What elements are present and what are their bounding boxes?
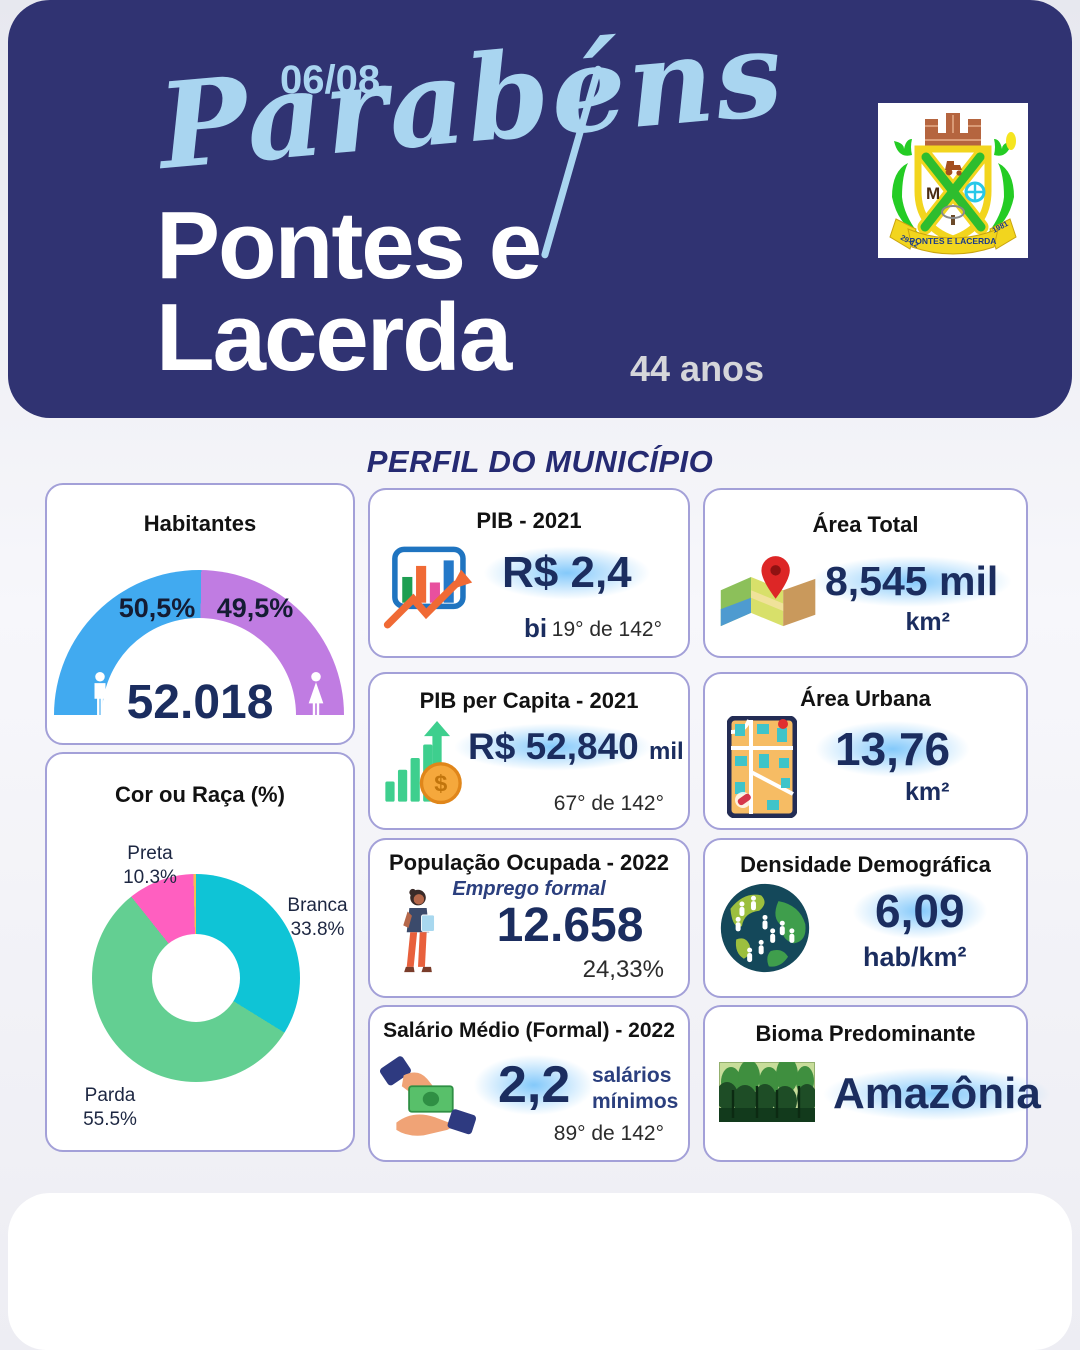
card-cor-ou-raca: Cor ou Raça (%) Preta 10.3% Branca 33.8%… [45, 752, 355, 1152]
area-urbana-value: 13,76 [794, 710, 991, 788]
section-title: PERFIL DO MUNICÍPIO [366, 444, 714, 479]
globe-people-icon [717, 880, 813, 981]
card-bioma: Bioma Predominante Amazônia [703, 1005, 1080, 1162]
area-urbana-title: Área Urbana [800, 686, 931, 711]
cor-raca-title: Cor ou Raça (%) [115, 782, 285, 807]
card-densidade: Densidade Demográfica 6,09 hab/km² [703, 838, 1028, 998]
city-name-line1: Pontes e [156, 192, 542, 299]
population-gender-gauge [54, 570, 344, 716]
branca-value: 33.8% [290, 918, 345, 940]
card-habitantes: Habitantes 50,5% 49,5% 52.018 [45, 483, 355, 745]
male-icon [89, 670, 111, 727]
pib-per-capita-value: R$ 52,840 [428, 714, 679, 780]
parda-value: 55.5% [83, 1108, 137, 1130]
race-donut-chart [92, 874, 300, 1082]
city-name-line2: Lacerda [156, 284, 512, 391]
label-preta: Preta 10.3% [105, 842, 195, 890]
municipal-coat-of-arms: M PONTES E LACERDA 29-12 1981 [878, 103, 1028, 258]
pop-ocupada-pct: 24,33% [582, 956, 664, 983]
bioma-title: Bioma Predominante [755, 1021, 976, 1046]
densidade-value-row: 6,09 [835, 872, 1004, 950]
pib-title: PIB - 2021 [476, 508, 582, 533]
pop-ocupada-value: 12.658 [496, 899, 644, 952]
area-urbana-value-row: 13,76 [794, 710, 991, 788]
card-pib: PIB - 2021 R$ 2,4 bi 19° de 142° [368, 488, 690, 658]
female-icon [305, 670, 327, 727]
footer-panel: SEPLAG Secretaria de Estado de Planejame… [8, 1193, 1072, 1350]
pib-rank: 19° de 142° [551, 618, 662, 641]
pop-ocupada-title: População Ocupada - 2022 [389, 850, 669, 875]
area-total-title: Área Total [812, 512, 919, 537]
bioma-value: Amazônia [793, 1057, 1080, 1131]
bioma-value-row: Amazônia [793, 1057, 1080, 1131]
preta-name: Preta [127, 843, 173, 864]
salario-value: 2,2 [457, 1043, 611, 1127]
anniversary-date: 06/08 [280, 58, 381, 102]
preta-value: 10.3% [123, 866, 177, 888]
card-pib-per-capita: PIB per Capita - 2021 $ R$ 52,840 mil 67… [368, 672, 690, 830]
pop-ocupada-subtitle: Emprego formal [452, 878, 606, 900]
salario-unit-line1: salários [592, 1064, 672, 1087]
pib-per-capita-title: PIB per Capita - 2021 [419, 688, 639, 713]
branca-name: Branca [287, 895, 348, 916]
habitantes-title: Habitantes [143, 511, 257, 536]
crest-ribbon-text: PONTES E LACERDA [910, 236, 997, 246]
parda-name: Parda [84, 1085, 136, 1106]
city-map-icon [726, 715, 798, 823]
pib-value: R$ 2,4 [462, 536, 672, 610]
female-percentage: 49,5% [216, 593, 294, 623]
coat-of-arms-icon: M PONTES E LACERDA 29-12 1981 [889, 113, 1017, 255]
area-total-value: 8,545 mil [784, 546, 1039, 617]
male-percentage: 50,5% [118, 593, 196, 623]
svg-text:M: M [926, 184, 940, 203]
card-populacao-ocupada: População Ocupada - 2022 Emprego formal … [368, 838, 690, 998]
area-total-value-row: 8,545 mil [784, 546, 1039, 617]
card-salario-medio: Salário Médio (Formal) - 2022 2,2 salári… [368, 1005, 690, 1162]
pib-unit: bi [524, 613, 548, 643]
total-population: 52.018 [126, 676, 274, 729]
card-area-urbana: Área Urbana 13,76 km² [703, 672, 1028, 830]
city-age: 44 anos [630, 348, 765, 389]
salario-value-row: 2,2 [457, 1043, 611, 1127]
label-parda: Parda 55.5% [75, 1084, 145, 1132]
salario-title: Salário Médio (Formal) - 2022 [383, 1019, 675, 1042]
bar-chart-growth-icon [382, 542, 474, 639]
pib-value-row: R$ 2,4 bi [462, 536, 688, 648]
pib-per-capita-rank: 67° de 142° [553, 792, 664, 815]
pib-per-capita-value-row: R$ 52,840 mil [428, 714, 684, 780]
card-area-total: Área Total 8,545 mil km² [703, 488, 1039, 658]
greeting-script-text: Parabéns [153, 2, 790, 197]
salario-unit-line2: mínimos [592, 1090, 679, 1114]
densidade-value: 6,09 [835, 872, 1004, 950]
salario-rank: 89° de 142° [553, 1122, 664, 1145]
worker-woman-icon [392, 884, 444, 989]
salario-unit: salários mínimos [592, 1063, 678, 1116]
label-branca: Branca 33.8% [280, 894, 355, 942]
